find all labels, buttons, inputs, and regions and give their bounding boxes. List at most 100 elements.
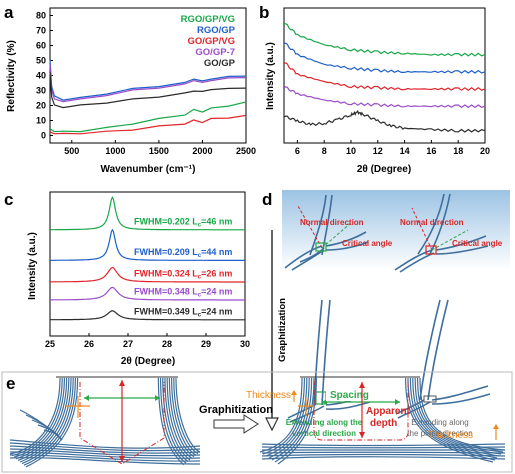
- thickness-label-left: Thickness: [246, 390, 291, 401]
- spacing-label-bg: [326, 388, 370, 401]
- legend-entry-a: GO/GP-7: [195, 47, 235, 58]
- nanosheet: [171, 377, 197, 456]
- left-caption-line-1: Extending along the: [286, 418, 363, 427]
- series-line-c: [50, 196, 245, 231]
- right-bottom-marker-box: [423, 395, 437, 403]
- y-tick-label-a: 50: [36, 56, 46, 66]
- left-spacing-arrowhead-l: [84, 395, 89, 401]
- series-line-c: [50, 228, 245, 261]
- critical-line-left: [321, 221, 353, 249]
- series-line-a: [49, 71, 247, 109]
- series-line-c: [50, 266, 245, 283]
- series-line-b: [283, 23, 486, 57]
- x-tick-label-a: 2500: [236, 146, 256, 156]
- critical-angle-label-left: Critical angle: [342, 239, 393, 248]
- legend-entry-a: RGO/GP/VG: [181, 14, 235, 25]
- x-tick-label-c: 29: [201, 339, 211, 349]
- thickness-label-right: Thickness: [428, 430, 473, 441]
- right-top-sheets: [394, 193, 489, 273]
- x-axis-label-b: 2θ (Degree): [357, 164, 411, 175]
- apparent-depth-label-2: depth: [370, 418, 397, 429]
- left-marker-box: [315, 242, 327, 252]
- y-tick-label-a: 70: [36, 26, 46, 36]
- right-spacing-arrowhead-l: [322, 399, 327, 405]
- left-depth-arrowhead-top: [119, 380, 125, 386]
- x-tick-label-b: 18: [453, 146, 463, 156]
- panel-letter-e: e: [6, 374, 15, 393]
- series-line-c: [50, 286, 245, 301]
- nanosheet: [9, 454, 201, 462]
- legend-entry-a: GO/GP/VG: [187, 36, 235, 47]
- y-axis-label-b: Intensity (a.u.): [265, 42, 276, 110]
- left-nanosheet-bundle: [9, 377, 201, 468]
- series-line-b: [283, 42, 486, 74]
- right-depth-arrowhead-top: [359, 382, 365, 388]
- series-line-b: [283, 86, 486, 109]
- nanosheet: [265, 377, 308, 457]
- right-nanosheet-bundle: [259, 377, 506, 465]
- nanosheet: [43, 429, 63, 441]
- right-depth-arrowhead-bottom: [359, 432, 365, 438]
- panel-letter-c: c: [4, 190, 13, 209]
- nanosheet: [23, 377, 76, 466]
- spacing-label: Spacing: [330, 390, 369, 401]
- right-cavity-outline: [313, 380, 409, 441]
- y-tick-label-a: 30: [36, 86, 46, 96]
- series-lines-a: [49, 59, 247, 135]
- left-cavity-outline: [79, 382, 165, 465]
- plot-frame-b: [283, 7, 486, 144]
- series-lines-c: [50, 196, 245, 321]
- fwhm-annotation: FWHM=0.202 Lc=46 nm: [134, 216, 232, 228]
- normal-line-right: [411, 207, 433, 251]
- x-tick-label-a: 2000: [192, 146, 212, 156]
- nanosheet: [261, 451, 506, 454]
- legend-entry-a: GO/GP: [204, 58, 236, 69]
- nanosheet: [407, 377, 496, 461]
- series-line-b: [283, 62, 486, 91]
- series-line-a: [49, 59, 247, 101]
- nanosheet: [19, 377, 72, 463]
- sky-background: [282, 190, 510, 270]
- thickness-arrowhead-left: [291, 390, 297, 395]
- nanosheet: [168, 377, 195, 458]
- panel-b: b 6 8 10 12 14 16 18 20 Intensity (a.u.) 2θ (De…: [259, 3, 490, 175]
- panel-letter-a: a: [4, 3, 14, 22]
- annotations-c: FWHM=0.202 Lc=46 nm FWHM=0.209 Lc=44 nm FW…: [134, 216, 232, 318]
- panel-letter-d: d: [262, 190, 272, 209]
- nanosheet: [261, 446, 506, 449]
- y-ticks-a: 0 10 20 30 40 50 60 70 80: [36, 11, 53, 141]
- nanosheet: [271, 377, 313, 461]
- series-line-a: [49, 114, 247, 135]
- apparent-depth-label-1: Apparent: [366, 406, 411, 417]
- right-spacing-arrowhead-r: [395, 399, 400, 405]
- fwhm-annotation: FWHM=0.209 Lc=44 nm: [134, 247, 232, 259]
- y-tick-label-a: 60: [36, 41, 46, 51]
- graphitization-arrow-head: [265, 417, 279, 432]
- x-tick-label-c: 26: [84, 339, 94, 349]
- fwhm-annotation: FWHM=0.349 Lc=24 nm: [134, 306, 232, 318]
- panel-d: d Graphitization Normal direction Critic…: [262, 190, 510, 438]
- fwhm-annotation: FWHM=0.324 Lc=26 nm: [134, 269, 232, 281]
- nanosheet: [25, 377, 79, 468]
- nanosheet: [173, 377, 199, 455]
- plot-frame-c: [49, 191, 246, 337]
- critical-angle-label-right: Critical angle: [452, 239, 503, 248]
- series-line-a: [49, 64, 247, 103]
- x-tick-label-c: 27: [123, 339, 133, 349]
- legend-entry-a: RGO/GP: [197, 25, 236, 36]
- x-tick-label-b: 8: [322, 146, 327, 156]
- x-ticks-b: 6 8 10 12 14 16 18 20: [295, 140, 490, 156]
- x-tick-label-a: 500: [64, 146, 79, 156]
- normal-direction-label-left: Normal direction: [300, 218, 364, 227]
- nanosheet: [261, 456, 506, 460]
- series-lines-b: [283, 23, 486, 133]
- panel-e: e Graphitization Spacing Apparent depth …: [1, 371, 513, 473]
- nanosheet: [9, 445, 201, 454]
- critical-line-right: [431, 229, 469, 251]
- panel-e-frame: [1, 371, 513, 473]
- left-depth-arrowhead-bottom: [119, 456, 125, 462]
- y-axis-label-a: Reflectivity (%): [6, 40, 17, 112]
- series-line-c: [50, 310, 245, 321]
